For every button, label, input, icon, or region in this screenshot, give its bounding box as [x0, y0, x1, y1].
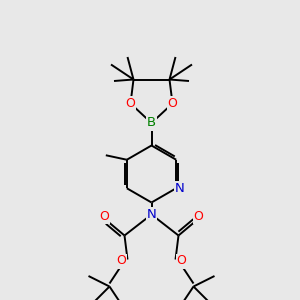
Text: O: O	[168, 97, 177, 110]
Text: N: N	[147, 208, 156, 221]
Text: B: B	[147, 116, 156, 130]
Text: O: O	[126, 97, 135, 110]
Text: O: O	[194, 209, 203, 223]
Text: N: N	[175, 182, 185, 195]
Text: O: O	[177, 254, 186, 268]
Text: O: O	[100, 209, 109, 223]
Text: O: O	[117, 254, 126, 268]
